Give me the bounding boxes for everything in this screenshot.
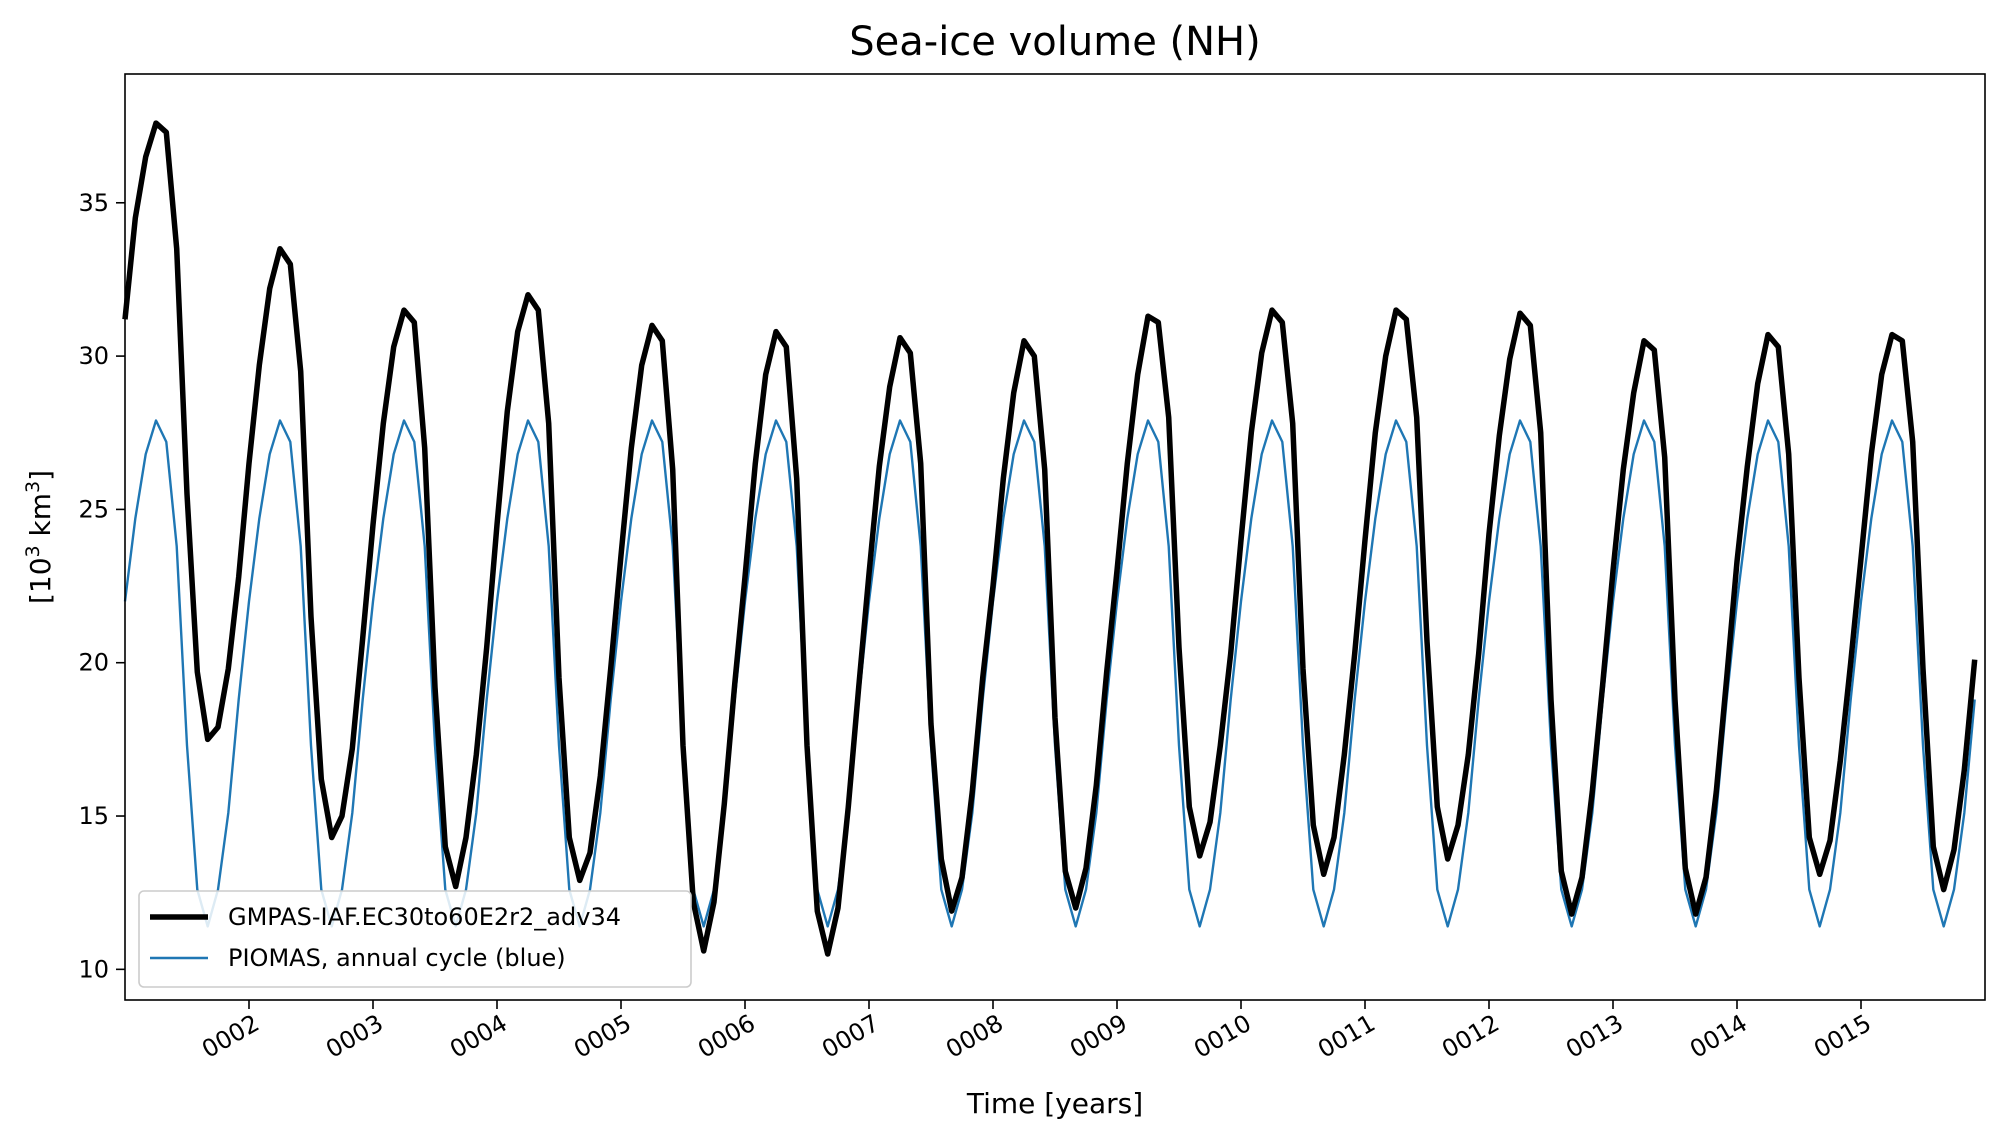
chart-title: Sea-ice volume (NH) (849, 19, 1260, 65)
x-axis-label: Time [years] (966, 1087, 1143, 1120)
legend-label: GMPAS-IAF.EC30to60E2r2_adv34 (228, 903, 621, 931)
y-axis-label: [103 km3] (22, 470, 57, 604)
y-tick-label: 30 (78, 342, 109, 370)
y-tick-label: 25 (78, 495, 109, 523)
x-tick-label: 0014 (1685, 1009, 1752, 1064)
y-axis-label-open: [10 (24, 557, 57, 604)
x-tick-label: 0003 (321, 1009, 388, 1064)
y-axis-label-unit: km (24, 493, 57, 545)
y-tick-label: 15 (78, 802, 109, 830)
x-tick-label: 0008 (941, 1009, 1008, 1064)
series-line-1 (123, 419, 1976, 928)
x-tick-label: 0010 (1189, 1009, 1256, 1064)
y-axis-label-close: ] (24, 470, 57, 481)
plot-lines (122, 120, 1978, 957)
y-axis-label-unit-exponent: 3 (22, 481, 44, 493)
x-tick-label: 0004 (445, 1009, 512, 1064)
legend: GMPAS-IAF.EC30to60E2r2_adv34 PIOMAS, annu… (138, 890, 692, 988)
x-tick-label: 0011 (1313, 1009, 1380, 1064)
y-tick-label: 20 (78, 649, 109, 677)
y-tick-label: 35 (78, 189, 109, 217)
x-tick-label: 0002 (197, 1009, 264, 1064)
x-tick-label: 0007 (817, 1009, 884, 1064)
legend-label: PIOMAS, annual cycle (blue) (228, 944, 566, 972)
x-tick-label: 0006 (693, 1009, 760, 1064)
x-axis: 0002 0003 0004 0005 0006 0007 0008 0009 0010 0011… (197, 1000, 1876, 1064)
y-axis: 10 15 20 25 30 35 (78, 189, 125, 983)
legend-box (138, 890, 692, 988)
x-tick-label: 0012 (1437, 1009, 1504, 1064)
x-tick-label: 0015 (1809, 1009, 1876, 1064)
y-axis-label-exponent: 3 (22, 545, 44, 557)
series-line-0 (122, 120, 1978, 957)
plot-frame (124, 73, 1986, 1001)
x-tick-label: 0009 (1065, 1009, 1132, 1064)
x-tick-label: 0013 (1561, 1009, 1628, 1064)
y-tick-label: 10 (78, 955, 109, 983)
x-tick-label: 0005 (569, 1009, 636, 1064)
